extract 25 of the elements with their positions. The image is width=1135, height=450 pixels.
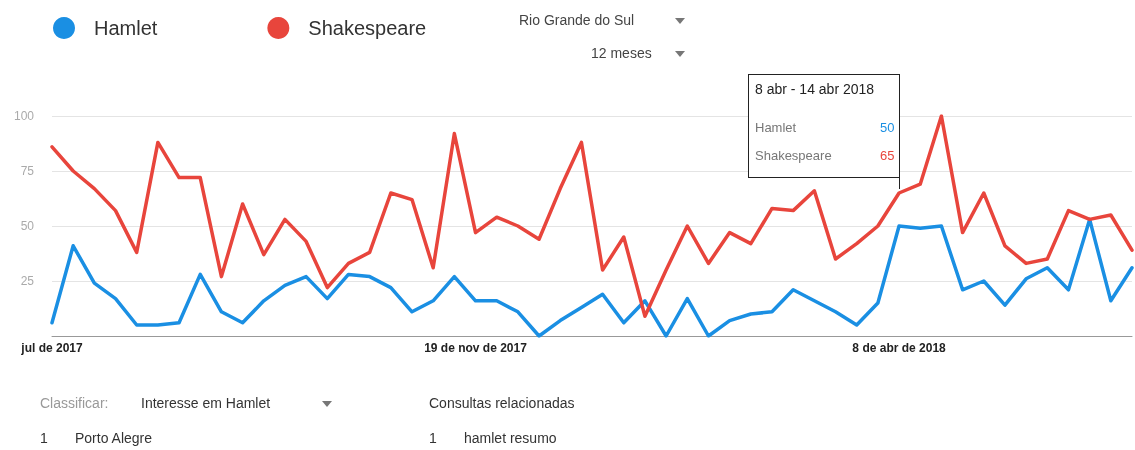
line-series: [50, 217, 1134, 338]
x-tick-label: 19 de nov de 2017: [424, 341, 528, 355]
y-tick-label: 75: [20, 164, 35, 178]
text: Interesse em Hamlet: [141, 395, 271, 411]
y-tick-label: 25: [20, 274, 35, 288]
annotation: 50: [880, 120, 895, 135]
annotation: Shakespeare: [755, 148, 832, 163]
legend-label: Hamlet: [94, 17, 158, 39]
annotation: 65: [880, 148, 895, 163]
legend-label: Shakespeare: [308, 17, 427, 39]
text: hamlet resumo: [464, 430, 557, 446]
annotation: Hamlet: [755, 120, 797, 135]
text: Classificar:: [40, 395, 109, 411]
text: Porto Alegre: [75, 430, 153, 446]
line-series: [50, 114, 1134, 318]
y-tick-label: 100: [13, 109, 35, 123]
y-tick-label: 50: [20, 219, 35, 233]
x-tick-label: jul de 2017: [20, 341, 83, 355]
x-tick-label: 8 de abr de 2018: [852, 341, 947, 355]
text: 8 abr - 14 abr 2018: [755, 81, 875, 97]
text: 12 meses: [591, 45, 652, 61]
text: Consultas relacionadas: [429, 395, 575, 411]
text: 1: [40, 430, 48, 446]
text: 1: [429, 430, 437, 446]
text: Rio Grande do Sul: [519, 12, 635, 28]
